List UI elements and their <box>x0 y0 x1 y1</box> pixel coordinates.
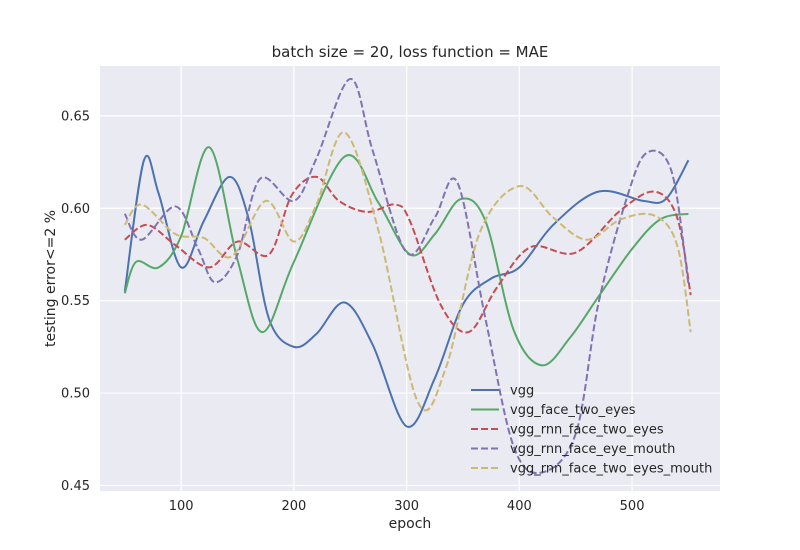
x-tick-label: 300 <box>394 499 419 514</box>
legend-label: vgg_rnn_face_two_eyes <box>510 423 664 438</box>
y-axis-label: testing error<=2 % <box>43 210 59 347</box>
plot-area <box>100 66 720 491</box>
chart-title: batch size = 20, loss function = MAE <box>272 43 549 61</box>
tick-labels: 100 200 300 400 500 0.45 0.50 0.55 0.60 0.65 <box>61 109 644 514</box>
series-line-vgg-rnn-face-eye-mouth <box>123 77 690 475</box>
y-tick-label: 0.55 <box>61 294 90 309</box>
legend-label: vgg_face_two_eyes <box>510 403 636 418</box>
y-tick-label: 0.65 <box>61 109 90 124</box>
y-tick-label: 0.45 <box>61 479 90 494</box>
legend-label: vgg <box>510 384 534 399</box>
series-line-vgg <box>123 154 690 428</box>
series-line-vgg-rnn-face-two-eyes-mouth <box>123 131 692 412</box>
legend-label: vgg_rnn_face_two_eyes_mouth <box>510 462 712 477</box>
x-tick-label: 400 <box>507 499 532 514</box>
x-tick-label: 200 <box>281 499 306 514</box>
grid <box>100 66 720 491</box>
legend-label: vgg_rnn_face_eye_mouth <box>510 442 675 457</box>
series-lines <box>123 77 692 475</box>
legend: vgg vgg_face_two_eyes vgg_rnn_face_two_eye… <box>471 384 712 477</box>
x-axis-label: epoch <box>389 516 432 532</box>
x-tick-label: 100 <box>169 499 194 514</box>
y-tick-label: 0.60 <box>61 202 90 217</box>
x-tick-label: 500 <box>620 499 645 514</box>
series-line-vgg-face-two-eyes <box>123 146 689 367</box>
y-tick-label: 0.50 <box>61 387 90 402</box>
series-line-vgg-rnn-face-two-eyes <box>124 175 692 334</box>
